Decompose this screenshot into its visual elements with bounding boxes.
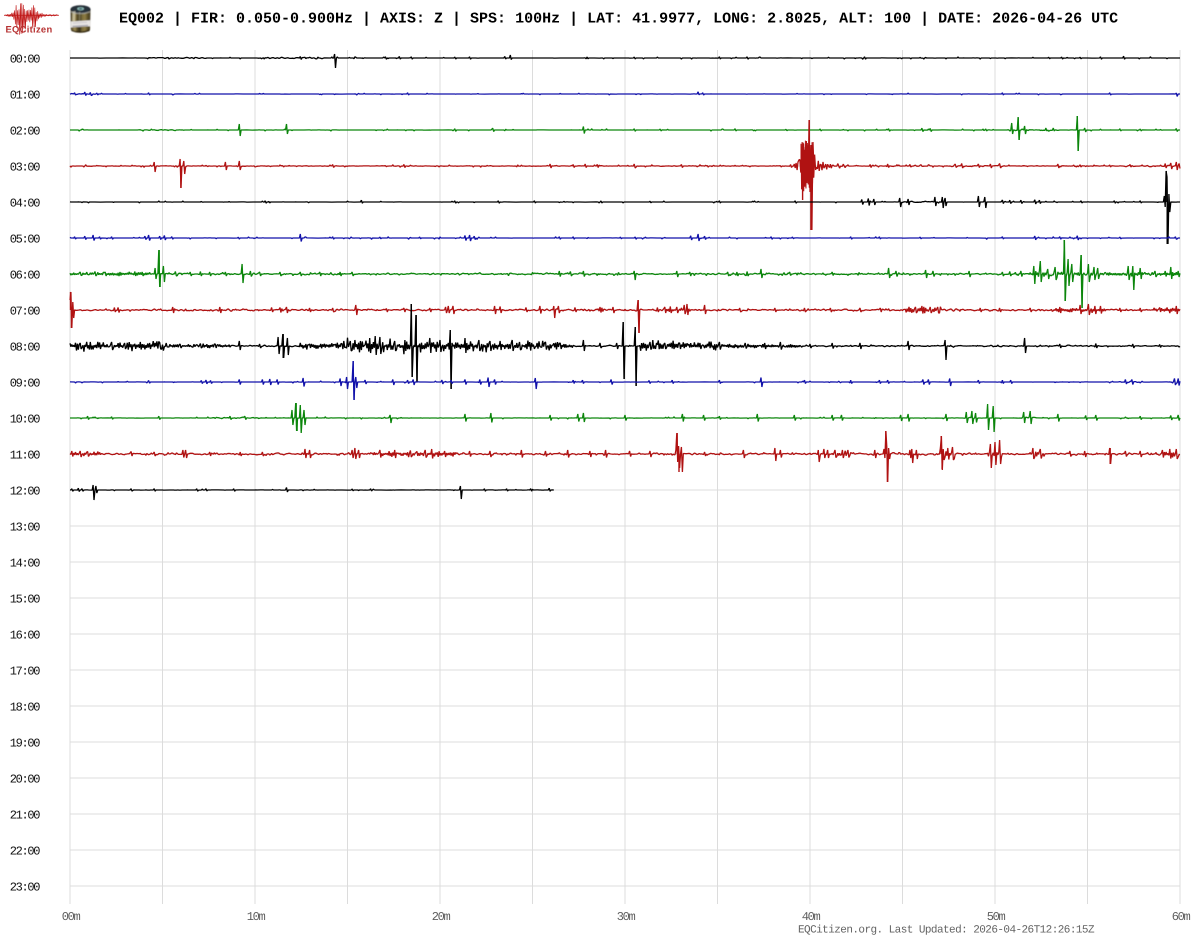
svg-text:18:00: 18:00 [10, 700, 41, 714]
svg-text:21:00: 21:00 [10, 808, 41, 822]
svg-text:01:00: 01:00 [10, 88, 41, 102]
svg-text:17:00: 17:00 [10, 664, 41, 678]
svg-text:00m: 00m [62, 910, 81, 924]
svg-text:10:00: 10:00 [10, 412, 41, 426]
svg-text:09:00: 09:00 [10, 376, 41, 390]
svg-text:08:00: 08:00 [10, 340, 41, 354]
svg-text:19:00: 19:00 [10, 736, 41, 750]
svg-text:20:00: 20:00 [10, 772, 41, 786]
svg-text:15:00: 15:00 [10, 592, 41, 606]
svg-text:EQCitizen.org. Last Updated: 2: EQCitizen.org. Last Updated: 2026-04-26T… [798, 925, 1095, 937]
svg-text:EQ002 | FIR: 0.050-0.900Hz | A: EQ002 | FIR: 0.050-0.900Hz | AXIS: Z | S… [119, 11, 1118, 28]
svg-text:11:00: 11:00 [10, 448, 41, 462]
svg-text:50m: 50m [987, 910, 1006, 924]
svg-text:23:00: 23:00 [10, 880, 41, 894]
svg-text:16:00: 16:00 [10, 628, 41, 642]
svg-text:06:00: 06:00 [10, 268, 41, 282]
svg-text:14:00: 14:00 [10, 556, 41, 570]
svg-text:04:00: 04:00 [10, 196, 41, 210]
svg-text:13:00: 13:00 [10, 520, 41, 534]
svg-text:60m: 60m [1172, 910, 1191, 924]
svg-text:40m: 40m [802, 910, 821, 924]
svg-text:02:00: 02:00 [10, 124, 41, 138]
svg-text:07:00: 07:00 [10, 304, 41, 318]
svg-text:05:00: 05:00 [10, 232, 41, 246]
svg-text:03:00: 03:00 [10, 160, 41, 174]
svg-text:EQCitizen: EQCitizen [6, 24, 53, 35]
svg-text:00:00: 00:00 [10, 52, 41, 66]
svg-text:30m: 30m [617, 910, 636, 924]
svg-text:22:00: 22:00 [10, 844, 41, 858]
svg-text:10m: 10m [247, 910, 266, 924]
svg-text:12:00: 12:00 [10, 484, 41, 498]
svg-text:20m: 20m [432, 910, 451, 924]
